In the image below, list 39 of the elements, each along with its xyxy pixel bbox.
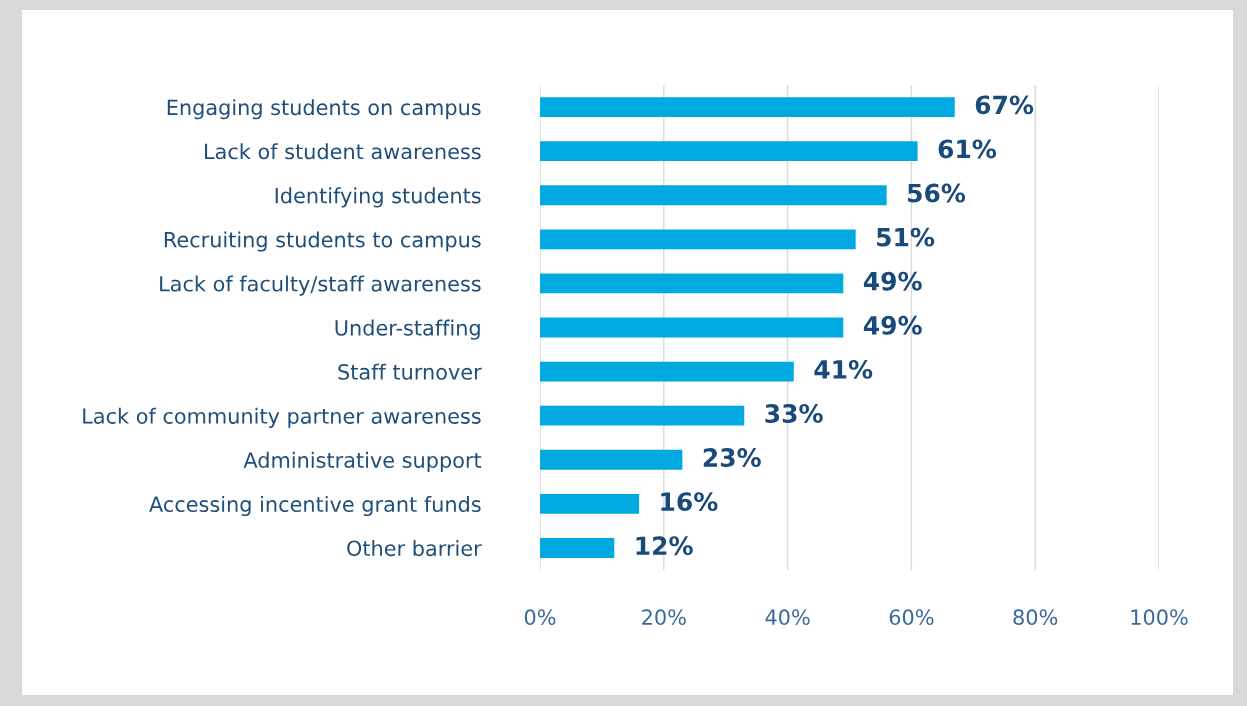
y-tick-label: Other barrier: [347, 540, 482, 557]
y-tick-label: Engaging students on campus: [167, 99, 481, 120]
y-tick-label: Recruiting students to campus: [164, 231, 481, 252]
data-label: 67%: [975, 95, 1034, 115]
bar: [540, 273, 844, 294]
bar: [540, 449, 683, 470]
y-tick-label: Administrative support: [243, 451, 482, 473]
bar: [540, 361, 794, 382]
data-label: 33%: [765, 404, 823, 423]
data-label: 23%: [703, 448, 761, 468]
data-label: 41%: [814, 359, 873, 379]
y-tick-label: Lack of community partner awareness: [83, 407, 481, 428]
bar: [540, 405, 745, 426]
x-tick-label: 80%: [1013, 609, 1058, 626]
data-label: 49%: [863, 271, 922, 291]
x-tick-label: 20%: [642, 609, 686, 626]
y-tick-label: Accessing incentive grant funds: [149, 495, 481, 517]
y-tick-label: Lack of student awareness: [205, 143, 481, 160]
bar: [540, 97, 955, 117]
bar: [540, 493, 640, 514]
data-label: 51%: [877, 227, 935, 247]
data-label: 56%: [908, 183, 966, 203]
bar: [540, 538, 615, 558]
y-tick-label: Identifying students: [275, 187, 481, 208]
bar: [540, 185, 887, 206]
y-tick-label: Under-staffing: [335, 319, 480, 340]
data-label: 49%: [863, 315, 922, 335]
bar: [540, 141, 918, 162]
data-label: 12%: [636, 536, 693, 556]
x-tick-label: 60%: [889, 609, 934, 626]
bar: [540, 229, 856, 250]
x-tick-label: 40%: [765, 609, 810, 626]
data-label: 16%: [661, 492, 718, 512]
x-tick-label: 0%: [524, 609, 556, 626]
y-tick-label: Lack of faculty/staff awareness: [160, 275, 481, 296]
x-tick-label: 100%: [1131, 609, 1188, 626]
data-label: 61%: [938, 139, 997, 159]
y-tick-label: Staff turnover: [338, 363, 482, 380]
bar: [540, 317, 844, 338]
